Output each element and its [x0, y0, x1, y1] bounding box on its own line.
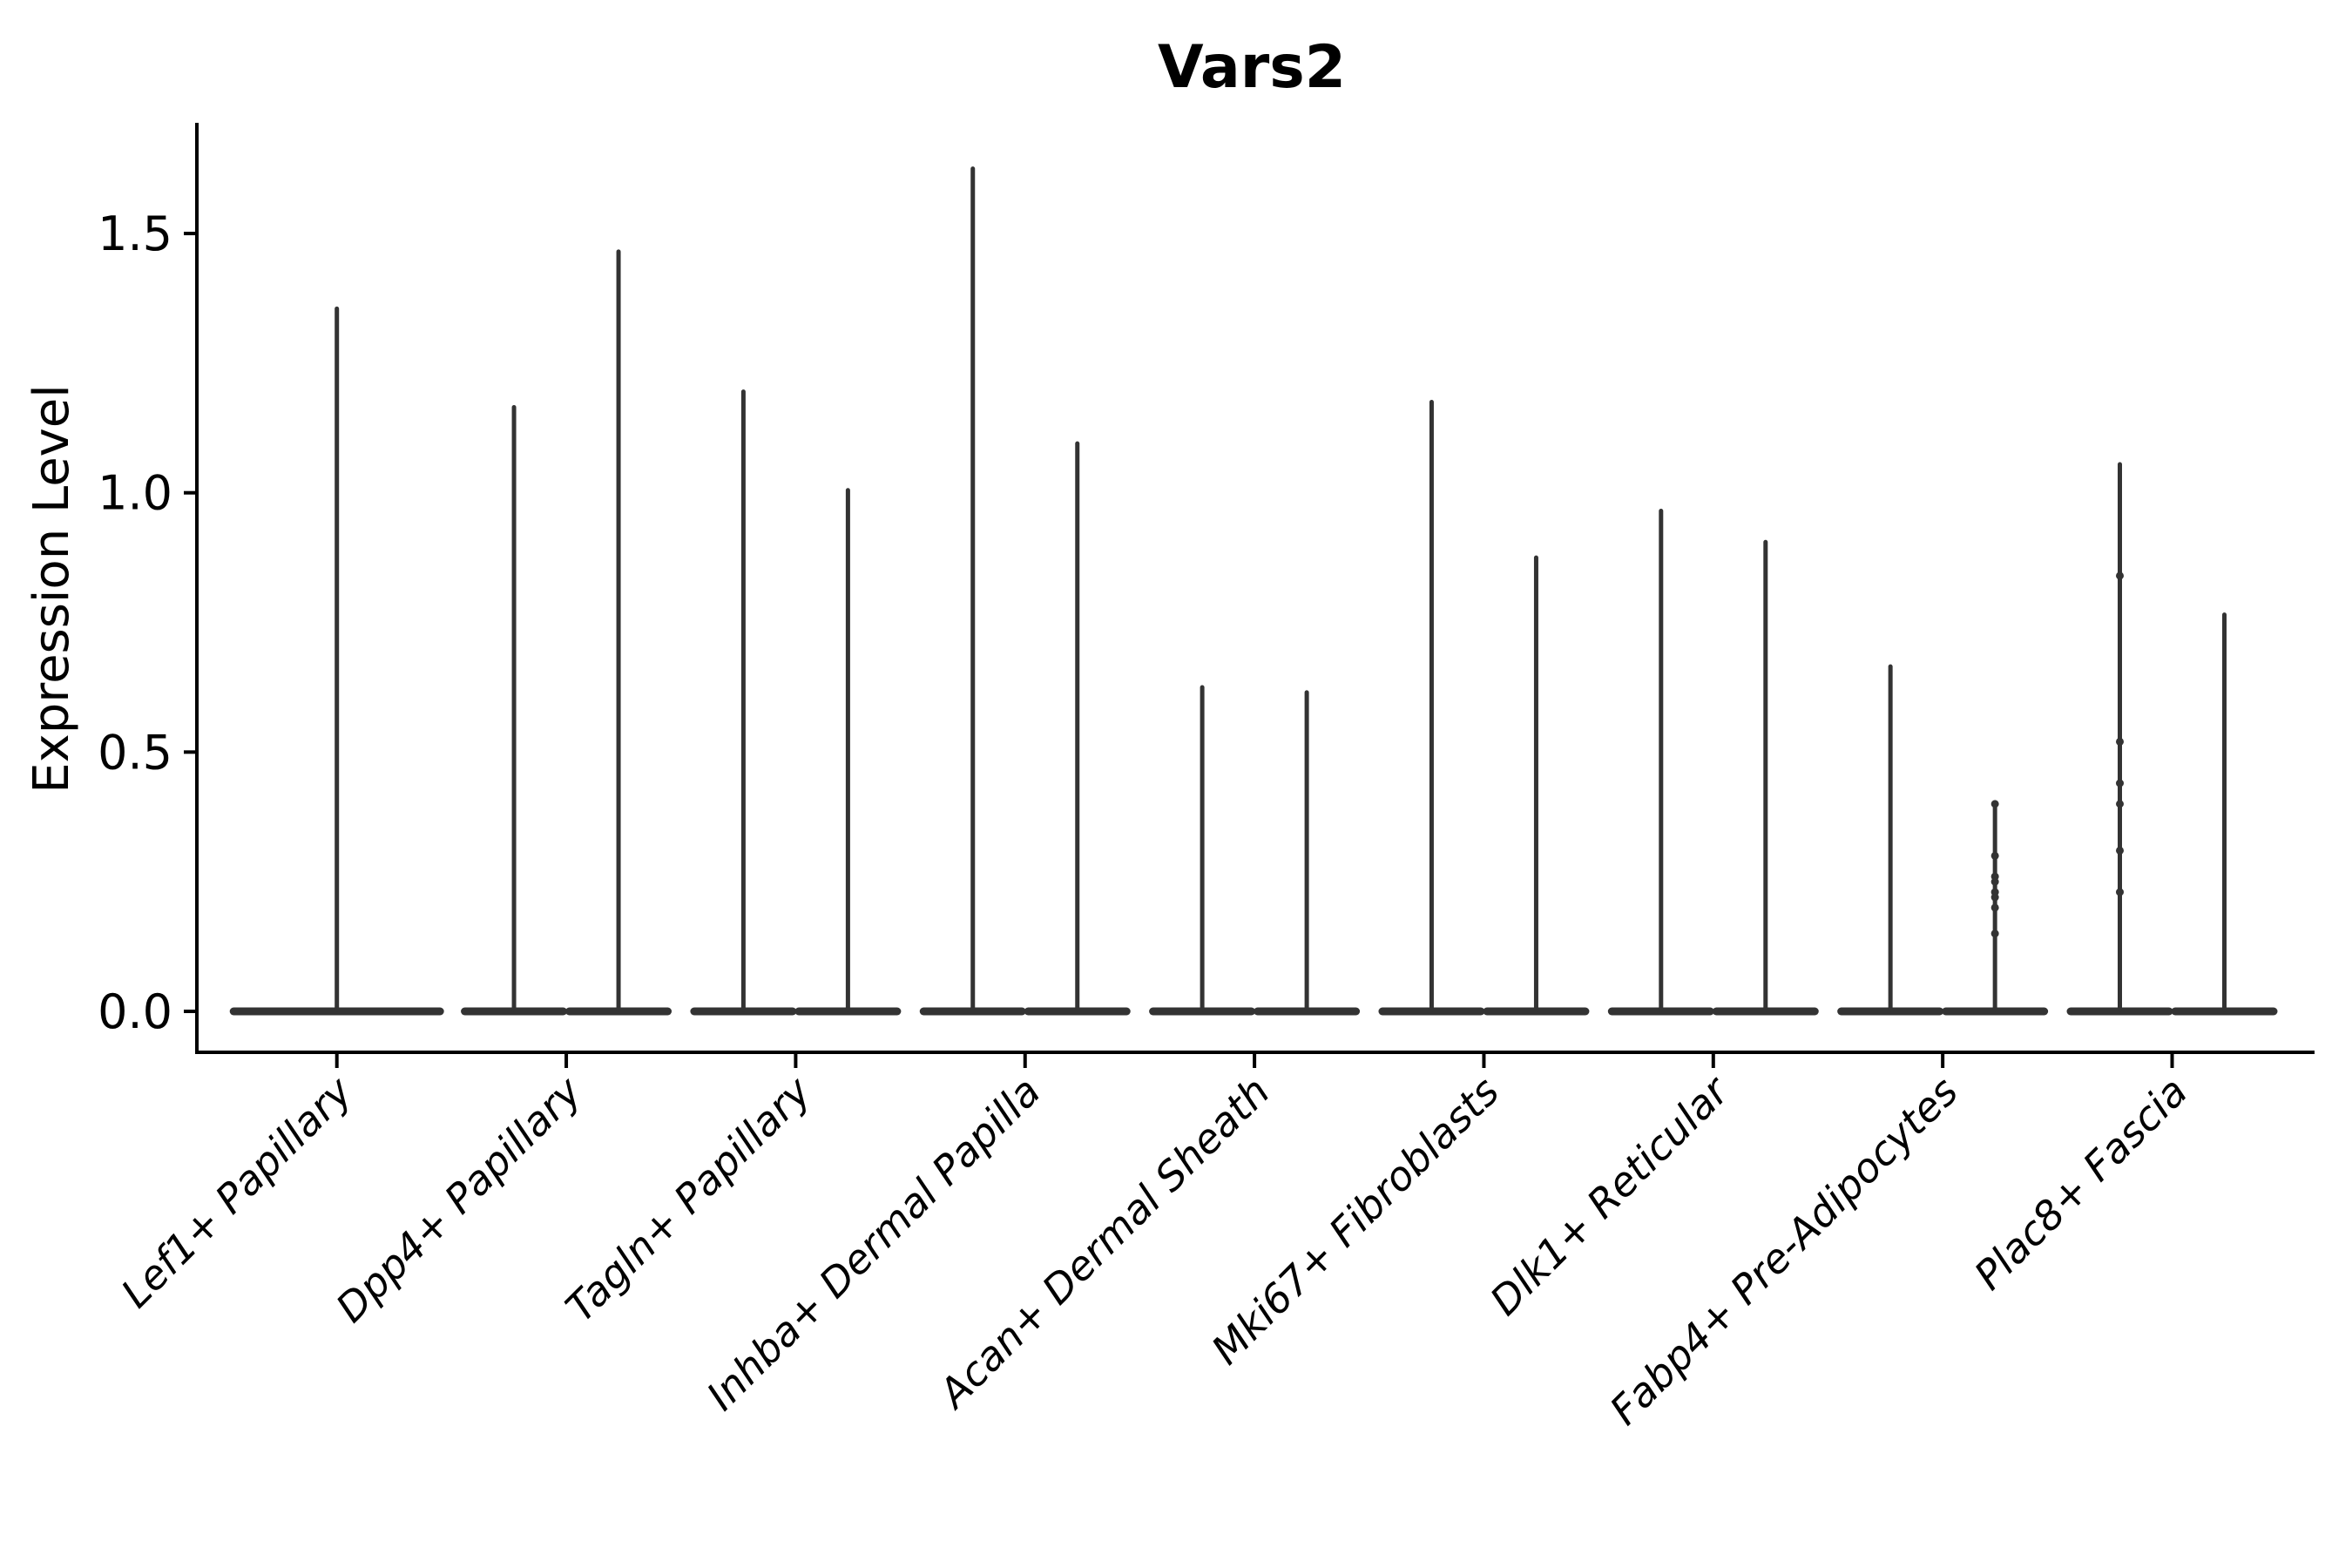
data-point	[2116, 846, 2124, 855]
violins-layer	[229, 166, 2278, 1016]
data-point	[1990, 903, 1999, 912]
y-tick-label: 1.0	[98, 466, 172, 521]
data-point	[2116, 779, 2124, 787]
data-point	[1990, 800, 1999, 808]
data-point	[2116, 888, 2124, 896]
data-point	[2116, 800, 2124, 808]
data-point	[1990, 893, 1999, 902]
y-axis-label: Expression Level	[24, 384, 80, 794]
x-tick-label: Dpp4+ Papillary	[327, 1067, 591, 1331]
axes-layer	[184, 123, 2315, 1068]
data-point	[2116, 571, 2124, 580]
x-tick-label: Lef1+ Papillary	[112, 1067, 362, 1316]
y-tick-label: 0.5	[98, 725, 172, 780]
y-tick-label: 0.0	[98, 984, 172, 1039]
data-point	[2116, 737, 2124, 746]
data-point	[1990, 851, 1999, 860]
data-point	[1990, 877, 1999, 886]
x-tick-label: Dlk1+ Reticular	[1481, 1065, 1740, 1324]
x-tick-label: Plac8+ Fascia	[1965, 1068, 2196, 1299]
data-point	[1990, 929, 1999, 938]
x-tick-label: Tagln+ Papillary	[557, 1067, 821, 1331]
chart-title: Vars2	[1158, 33, 1346, 102]
y-tick-label: 1.5	[98, 206, 172, 261]
